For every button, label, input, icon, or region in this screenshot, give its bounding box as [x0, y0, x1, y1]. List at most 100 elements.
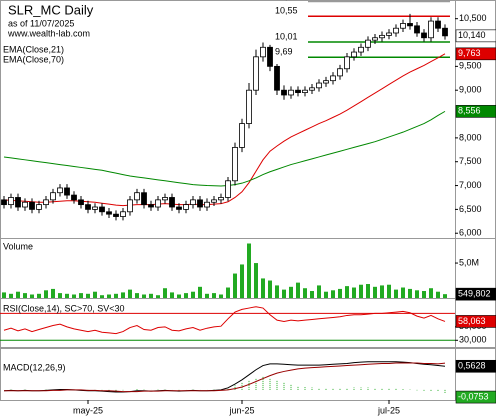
bar — [324, 291, 328, 298]
bar — [380, 285, 384, 298]
candle-body — [323, 80, 329, 84]
bar — [107, 294, 111, 298]
macd-line — [4, 362, 446, 393]
bar — [275, 285, 279, 298]
bar — [9, 293, 13, 298]
bar — [205, 293, 209, 298]
value-box-label: 8,556 — [458, 106, 481, 116]
y-tick-label: 10,500 — [459, 13, 487, 23]
bar — [44, 290, 48, 298]
bar — [177, 294, 181, 298]
candle-body — [337, 68, 343, 77]
bar — [408, 288, 412, 298]
bar — [247, 243, 251, 298]
candle-body — [134, 192, 140, 201]
bar — [436, 291, 440, 298]
bar — [303, 288, 307, 298]
pane-title: Volume — [3, 241, 33, 251]
bar — [429, 288, 433, 298]
bar — [114, 293, 118, 298]
candle-body — [379, 34, 385, 39]
candle-body — [260, 46, 266, 58]
candle-body — [204, 201, 210, 208]
y-tick-label: 9,000 — [459, 85, 482, 95]
candle-body — [358, 46, 364, 53]
bar — [338, 288, 342, 298]
y-tick-label: 8,000 — [459, 132, 482, 142]
bar — [268, 280, 272, 298]
bar — [394, 289, 398, 298]
bar — [233, 273, 237, 298]
bar — [401, 287, 405, 298]
candle-body — [428, 20, 434, 39]
value-box-label: 10,140 — [458, 30, 486, 40]
y-tick-label: 6,500 — [459, 204, 482, 214]
candle-body — [120, 211, 126, 217]
x-tick-label: jun-25 — [228, 405, 254, 415]
ema-line — [3, 53, 446, 207]
value-box — [455, 315, 496, 328]
y-tick-label: 7,000 — [459, 180, 482, 190]
candle-body — [232, 147, 238, 182]
y-tick-label: 30,000 — [459, 335, 487, 345]
candle-body — [274, 65, 280, 91]
candle-body — [183, 204, 189, 210]
ema-line — [3, 110, 446, 187]
candle-body — [442, 27, 448, 37]
candle-body — [99, 206, 105, 213]
candle-body — [414, 25, 420, 34]
y-tick-label: 7,500 — [459, 156, 482, 166]
candle-body — [288, 89, 294, 96]
bar — [23, 293, 27, 298]
candle-body — [400, 23, 406, 29]
value-box-label: 549,802 — [458, 289, 491, 299]
bar — [100, 295, 104, 298]
candle-body — [57, 187, 63, 194]
level-label: 10,86 — [275, 0, 298, 1]
candle-body — [246, 89, 252, 124]
level-label: 9,69 — [275, 47, 293, 57]
candle-body — [407, 23, 413, 27]
candle-body — [225, 180, 231, 198]
candle-body — [71, 194, 77, 201]
bar — [226, 287, 230, 298]
bar — [65, 293, 69, 298]
bar — [170, 292, 174, 298]
bar — [135, 293, 139, 298]
candle-body — [141, 192, 147, 206]
bar — [254, 263, 258, 298]
bar — [37, 293, 41, 298]
bar — [212, 293, 216, 298]
candle-body — [15, 197, 21, 208]
candle-body — [176, 206, 182, 210]
candle-body — [330, 75, 336, 82]
bar — [142, 294, 146, 298]
candle-body — [29, 201, 35, 210]
bar — [93, 291, 97, 298]
bar — [184, 293, 188, 298]
bar — [359, 284, 363, 298]
bar — [58, 293, 62, 298]
legend-entry: EMA(Close,70) — [3, 54, 64, 64]
bar — [240, 264, 244, 298]
candle-body — [295, 89, 301, 93]
candle-body — [190, 199, 196, 206]
candle-body — [43, 199, 49, 206]
candle-body — [106, 211, 112, 215]
bar — [128, 289, 132, 298]
candle-body — [365, 39, 371, 48]
value-box — [455, 29, 496, 43]
value-box-label: 0,5628 — [458, 361, 486, 371]
bar — [121, 292, 125, 298]
bar — [331, 290, 335, 298]
candle-body — [281, 89, 287, 96]
candle-body — [344, 56, 350, 70]
candle-body — [155, 199, 161, 208]
candle-body — [50, 192, 56, 201]
candle-body — [78, 199, 84, 206]
bar — [30, 294, 34, 298]
candle-body — [239, 123, 245, 148]
pane — [0, 348, 496, 401]
candle-body — [169, 197, 175, 208]
